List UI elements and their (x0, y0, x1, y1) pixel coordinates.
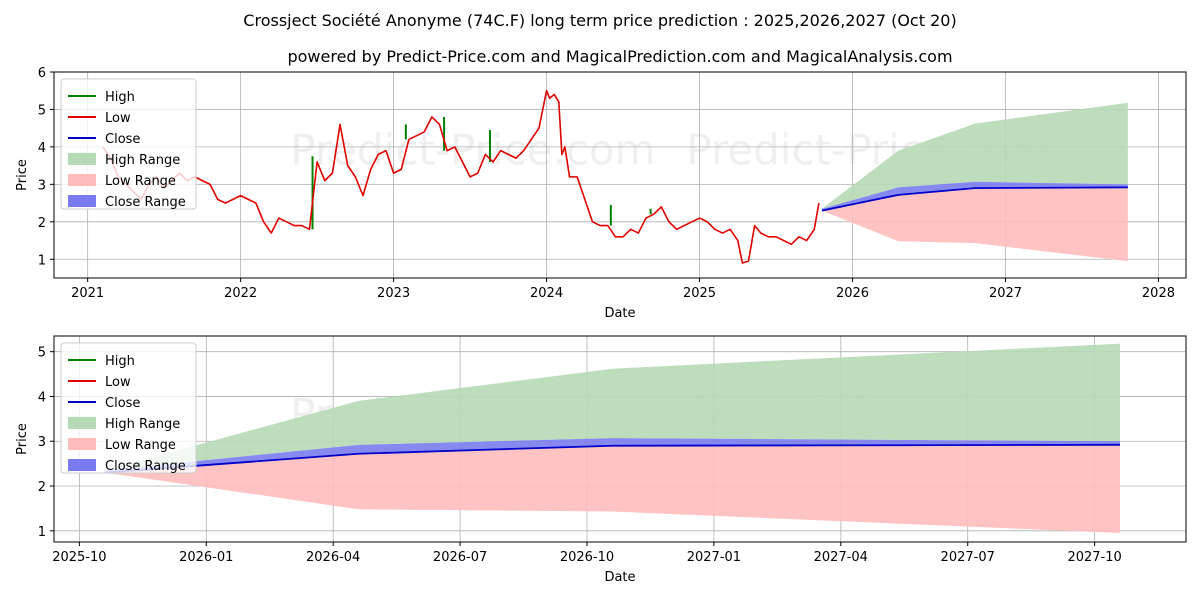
y-axis-label: Price (15, 159, 30, 191)
high-range-area (104, 343, 1121, 471)
y-tick-label: 2 (38, 216, 46, 231)
legend-high-range-swatch (68, 417, 96, 429)
y-tick-label: 6 (38, 66, 46, 81)
legend-low-range-swatch (68, 174, 96, 186)
x-tick-label: 2026-10 (560, 550, 614, 565)
high-range-area (821, 102, 1128, 209)
close-range-area (821, 181, 1128, 211)
y-tick-label: 3 (38, 435, 46, 450)
x-tick-label: 2027-07 (941, 550, 995, 565)
x-axis-label: Date (604, 570, 635, 585)
x-tick-label: 2027-10 (1067, 550, 1121, 565)
y-axis-label: Price (15, 423, 30, 455)
y-tick-label: 4 (38, 390, 46, 405)
close-range-area (104, 438, 1121, 473)
x-tick-label: 2024 (530, 286, 563, 301)
legend-close-range-label: Close Range (105, 195, 186, 210)
legend-close-range-label: Close Range (105, 459, 186, 474)
x-tick-label: 2026 (836, 286, 869, 301)
x-tick-label: 2028 (1142, 286, 1175, 301)
legend-low-range-swatch (68, 438, 96, 450)
legend-close-label: Close (105, 132, 140, 147)
legend-high-label: High (105, 354, 135, 369)
axes-frame (53, 335, 1187, 543)
legend-low-label: Low (105, 375, 131, 390)
x-tick-label: 2027 (989, 286, 1022, 301)
y-tick-label: 4 (38, 141, 46, 156)
low-range-area (104, 444, 1121, 534)
legend-close-label: Close (105, 396, 140, 411)
bottom-chart-panel: Predict-Price.comPredict-Price.com2025-1… (15, 335, 1187, 585)
low-range-area (821, 187, 1128, 262)
y-tick-label: 3 (38, 178, 46, 193)
legend-high-range-label: High Range (105, 153, 180, 168)
y-tick-label: 5 (38, 103, 46, 118)
x-tick-label: 2022 (224, 286, 257, 301)
y-tick-label: 1 (38, 525, 46, 540)
x-tick-label: 2026-04 (306, 550, 360, 565)
legend-low-range-label: Low Range (105, 438, 176, 453)
legend-high-range-swatch (68, 153, 96, 165)
axes-frame (53, 71, 1187, 279)
chart-subtitle: powered by Predict-Price.com and Magical… (287, 47, 952, 66)
x-tick-label: 2023 (377, 286, 410, 301)
legend-close-range-swatch (68, 459, 96, 471)
x-axis-label: Date (604, 306, 635, 321)
close-series-line (104, 443, 1121, 474)
watermark-text: Predict-Price.com (290, 126, 655, 175)
low-series-line (102, 89, 820, 264)
legend-high-label: High (105, 90, 135, 105)
x-tick-label: 2026-07 (433, 550, 487, 565)
x-tick-label: 2027-01 (687, 550, 741, 565)
y-tick-label: 5 (38, 346, 46, 361)
legend-high-range-label: High Range (105, 417, 180, 432)
legend-low-label: Low (105, 111, 131, 126)
chart-title: Crossject Société Anonyme (74C.F) long t… (243, 11, 956, 30)
y-tick-label: 2 (38, 480, 46, 495)
x-tick-label: 2027-04 (814, 550, 868, 565)
x-tick-label: 2025-10 (52, 550, 106, 565)
x-tick-label: 2026-01 (179, 550, 233, 565)
y-tick-label: 1 (38, 253, 46, 268)
x-tick-label: 2025 (683, 286, 716, 301)
legend-low-range-label: Low Range (105, 174, 176, 189)
legend-close-range-swatch (68, 195, 96, 207)
x-tick-label: 2021 (71, 286, 104, 301)
close-series-line (821, 186, 1128, 212)
